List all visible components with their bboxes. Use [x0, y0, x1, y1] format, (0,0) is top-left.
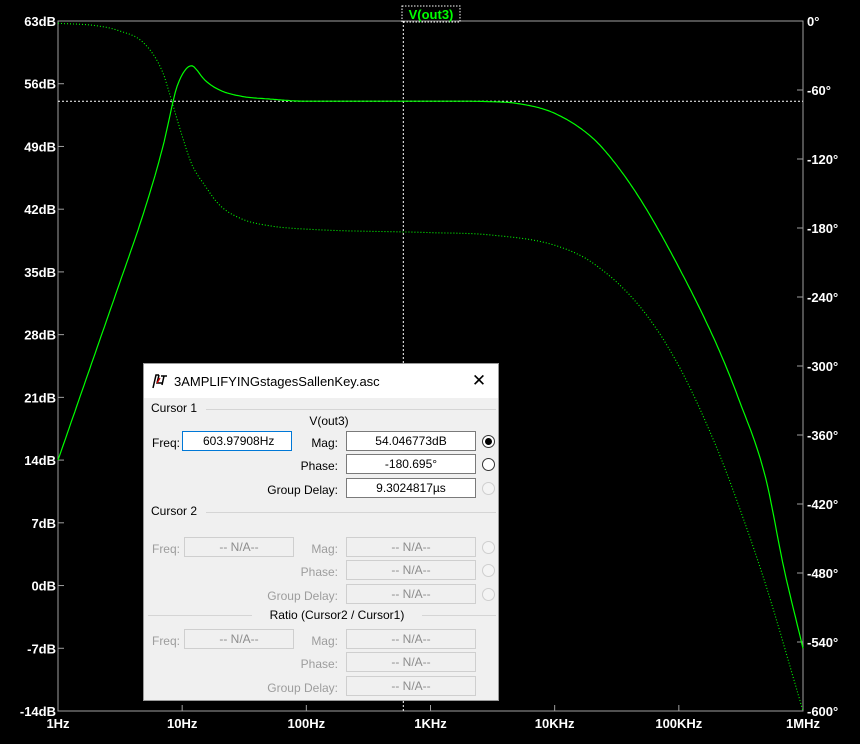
right-tick-label: -360°: [807, 428, 838, 443]
cursor1-phase-field[interactable]: -180.695°: [346, 454, 476, 474]
cursor2-divider: [206, 512, 496, 513]
cursor1-phase-radio[interactable]: [482, 458, 495, 471]
ratio-phase-label: Phase:: [300, 657, 338, 671]
ltspice-logo-icon: [152, 374, 167, 389]
right-tick-label: -120°: [807, 152, 838, 167]
trace-legend-label[interactable]: V(out3): [409, 7, 454, 22]
x-tick-label: 1KHz: [414, 716, 447, 731]
left-tick-label: 42dB: [24, 202, 56, 217]
x-tick-label: 100Hz: [288, 716, 326, 731]
trace-legend[interactable]: V(out3): [401, 5, 461, 23]
left-tick-label: 63dB: [24, 14, 56, 29]
cursor1-phase-label: Phase:: [300, 459, 338, 473]
cursor2-phase-label: Phase:: [300, 565, 338, 579]
cursor1-mag-label: Mag:: [311, 436, 338, 450]
x-tick-label: 10KHz: [535, 716, 575, 731]
dialog-titlebar[interactable]: 3AMPLIFYINGstagesSallenKey.asc ✕: [144, 364, 498, 398]
left-tick-label: 28dB: [24, 328, 56, 343]
trace-legend-box: [401, 5, 461, 23]
x-tick-label: 1Hz: [46, 716, 70, 731]
left-tick-label: 21dB: [24, 390, 56, 405]
left-tick-label: -14dB: [20, 704, 56, 719]
cursor2-group-delay-field[interactable]: -- N/A--: [346, 584, 476, 604]
cursor1-signal-label: V(out3): [309, 414, 349, 428]
ratio-divider-right: [422, 615, 496, 616]
cursor1-divider: [206, 409, 496, 410]
cursor1-mag-field[interactable]: 54.046773dB: [346, 431, 476, 451]
ratio-group-label: Ratio (Cursor2 / Cursor1): [269, 608, 405, 622]
ratio-freq-field: -- N/A--: [184, 629, 294, 649]
cursor-dialog[interactable]: 3AMPLIFYINGstagesSallenKey.asc ✕ Cursor …: [143, 363, 499, 701]
right-tick-label: 0°: [807, 14, 819, 29]
right-tick-label: -420°: [807, 497, 838, 512]
cursor1-group-delay-label: Group Delay:: [267, 483, 338, 497]
left-tick-label: 7dB: [31, 516, 56, 531]
close-button[interactable]: ✕: [471, 371, 487, 390]
right-tick-label: -480°: [807, 566, 838, 581]
series-magnitude-line: [57, 65, 804, 649]
left-axis: 63dB 56dB 49dB 42dB 35dB 28dB 21dB 14dB 7dB 0dB -7…: [20, 14, 64, 719]
cursor2-freq-field[interactable]: -- N/A--: [184, 537, 294, 557]
left-tick-label: 35dB: [24, 265, 56, 280]
right-tick-label: -180°: [807, 221, 838, 236]
left-tick-label: -7dB: [27, 641, 56, 656]
x-axis: 1Hz 10Hz 100Hz 1KHz 10KHz 100KHz 1MHz: [46, 705, 820, 731]
x-tick-label: 100KHz: [655, 716, 702, 731]
ratio-group-delay-label: Group Delay:: [267, 681, 338, 695]
cursor2-group-delay-radio[interactable]: [482, 588, 495, 601]
x-tick-label: 1MHz: [786, 716, 820, 731]
cursor1-freq-label: Freq:: [151, 436, 180, 450]
cursor2-phase-radio[interactable]: [482, 564, 495, 577]
right-tick-label: -60°: [807, 83, 831, 98]
ratio-divider-left: [148, 615, 252, 616]
ratio-freq-label: Freq:: [151, 634, 180, 648]
ratio-mag-label: Mag:: [311, 634, 338, 648]
right-tick-label: -600°: [807, 704, 838, 719]
cursor2-mag-field[interactable]: -- N/A--: [346, 537, 476, 557]
cursor1-group-delay-field[interactable]: 9.3024817µs: [346, 478, 476, 498]
x-tick-label: 10Hz: [167, 716, 198, 731]
cursor2-mag-label: Mag:: [311, 542, 338, 556]
right-tick-label: -240°: [807, 290, 838, 305]
cursor1-mag-radio[interactable]: [482, 435, 495, 448]
cursor2-freq-label: Freq:: [151, 542, 180, 556]
right-tick-label: -300°: [807, 359, 838, 374]
left-tick-label: 0dB: [31, 579, 56, 594]
left-tick-label: 56dB: [24, 77, 56, 92]
left-tick-label: 14dB: [24, 453, 56, 468]
ratio-group-delay-field: -- N/A--: [346, 676, 476, 696]
ratio-mag-field: -- N/A--: [346, 629, 476, 649]
right-axis: 0° -60° -120° -180° -240° -300° -360° -420° -480…: [797, 14, 838, 719]
cursor1-group-delay-radio[interactable]: [482, 482, 495, 495]
cursor2-phase-field[interactable]: -- N/A--: [346, 560, 476, 580]
cursor1-freq-field[interactable]: 603.97908Hz: [182, 431, 292, 451]
cursor2-group-delay-label: Group Delay:: [267, 589, 338, 603]
right-tick-label: -540°: [807, 635, 838, 650]
dialog-title: 3AMPLIFYINGstagesSallenKey.asc: [174, 374, 380, 389]
cursor1-group-label: Cursor 1: [151, 401, 198, 415]
series-group: [57, 22, 804, 712]
left-tick-label: 49dB: [24, 139, 56, 154]
cursor2-group-label: Cursor 2: [151, 504, 198, 518]
ratio-phase-field: -- N/A--: [346, 652, 476, 672]
cursor2-mag-radio[interactable]: [482, 541, 495, 554]
